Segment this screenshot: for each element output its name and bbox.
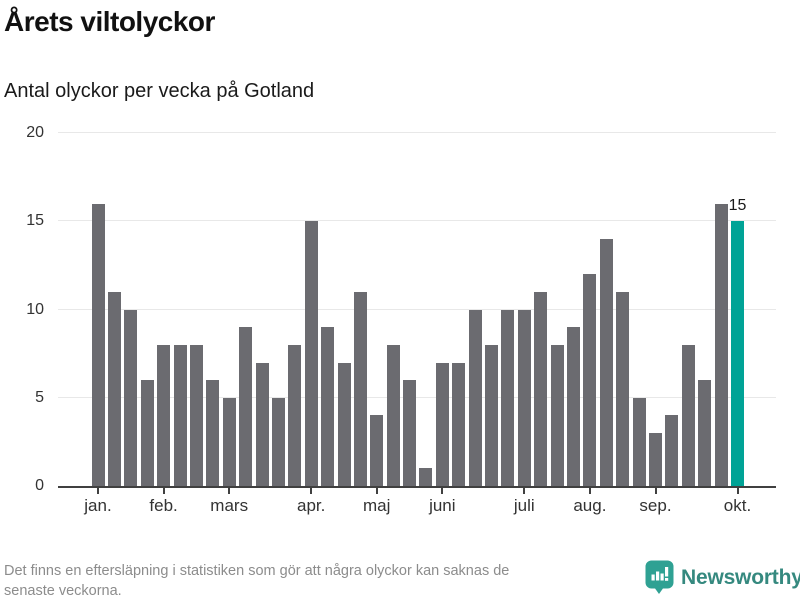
bar-week-19 [386, 344, 400, 486]
x-axis-tick-aug [588, 487, 591, 494]
bar-week-30 [567, 327, 580, 486]
bar-week-17 [353, 291, 367, 486]
bar-week-3 [124, 309, 138, 486]
gridline-y20 [58, 132, 776, 133]
bar-week-36 [665, 415, 679, 486]
bar-value-annotation: 15 [728, 197, 747, 215]
x-axis-month-label-feb: feb. [149, 496, 178, 515]
x-axis-tick-feb [162, 487, 165, 494]
bar-week-10 [239, 327, 253, 486]
bar-week-37 [681, 344, 695, 486]
bar-week-9 [222, 397, 236, 486]
x-axis-month-label-aug: aug. [573, 496, 607, 515]
x-axis-tick-okt [736, 487, 739, 494]
x-axis-month-label-apr: apr. [297, 496, 326, 515]
bar-week-38 [698, 380, 712, 486]
x-axis-tick-juni [441, 487, 444, 494]
bar-week-32 [599, 238, 613, 486]
newsworthy-logo-icon [645, 560, 674, 594]
bar-week-18 [370, 415, 384, 486]
y-axis-tick-label-10: 10 [26, 300, 44, 318]
x-axis-tick-maj [375, 487, 378, 494]
x-axis-month-label-okt: okt. [723, 496, 752, 515]
gridline-y10 [58, 308, 776, 310]
bar-week-22 [435, 362, 449, 486]
bar-week-26 [501, 309, 515, 486]
footnote: Det finns en eftersläpning i statistiken… [4, 561, 509, 600]
bar-week-24 [468, 309, 482, 486]
x-axis-month-label-maj: maj [362, 496, 391, 515]
x-axis-tick-sep [654, 487, 657, 494]
bar-week-25 [485, 344, 498, 486]
y-axis-tick-label-15: 15 [26, 212, 44, 230]
bar-week-28 [534, 291, 548, 486]
y-axis-tick-label-5: 5 [35, 388, 44, 406]
bar-week-40 [731, 221, 744, 486]
x-axis-tick-juli [523, 487, 526, 494]
bar-week-15 [321, 327, 335, 486]
x-axis-tick-apr [310, 487, 313, 494]
newsworthy-logo-text: Newsworthy [681, 565, 800, 589]
x-axis-month-label-juni: juni [429, 496, 456, 515]
gridline-y15 [58, 220, 776, 222]
bar-week-4 [140, 380, 154, 486]
x-axis-month-label-juli: juli [513, 496, 535, 515]
chart-subtitle: Antal olyckor per vecka på Gotland [4, 80, 315, 102]
bar-week-21 [419, 468, 433, 486]
footnote-line-2: senaste veckorna. [4, 583, 122, 599]
bar-week-16 [337, 362, 351, 486]
x-axis-month-label-mars: mars [210, 496, 249, 515]
bar-week-34 [632, 397, 646, 486]
newsworthy-logo: Newsworthy [645, 560, 800, 595]
x-axis-month-label-sep: sep. [639, 496, 672, 515]
bar-week-27 [517, 309, 531, 486]
plot-area [58, 132, 776, 488]
bar-week-20 [403, 380, 416, 486]
y-axis-tick-label-0: 0 [35, 477, 44, 494]
footnote-line-1: Det finns en eftersläpning i statistiken… [4, 563, 510, 579]
bar-week-13 [288, 344, 302, 486]
x-axis-tick-mars [228, 487, 231, 494]
bar-week-5 [157, 344, 171, 486]
bar-week-12 [271, 397, 285, 486]
bar-week-29 [550, 344, 564, 486]
bar-week-11 [255, 362, 269, 486]
bar-week-1 [91, 203, 105, 486]
bar-week-33 [616, 291, 630, 486]
bar-week-31 [583, 274, 597, 486]
bar-week-6 [173, 344, 187, 486]
bar-week-39 [714, 203, 728, 486]
x-axis-tick-jan [97, 487, 99, 494]
gridline-y5 [58, 396, 776, 398]
bar-week-8 [206, 380, 220, 486]
bar-week-35 [649, 433, 662, 486]
bar-week-23 [452, 362, 466, 486]
bar-week-2 [107, 291, 121, 486]
x-axis-month-label-jan: jan. [84, 496, 112, 515]
bar-week-14 [304, 221, 318, 486]
page-title: Årets viltolyckor [4, 6, 215, 37]
bar-week-7 [189, 344, 203, 486]
y-axis-tick-label-20: 20 [26, 124, 44, 141]
